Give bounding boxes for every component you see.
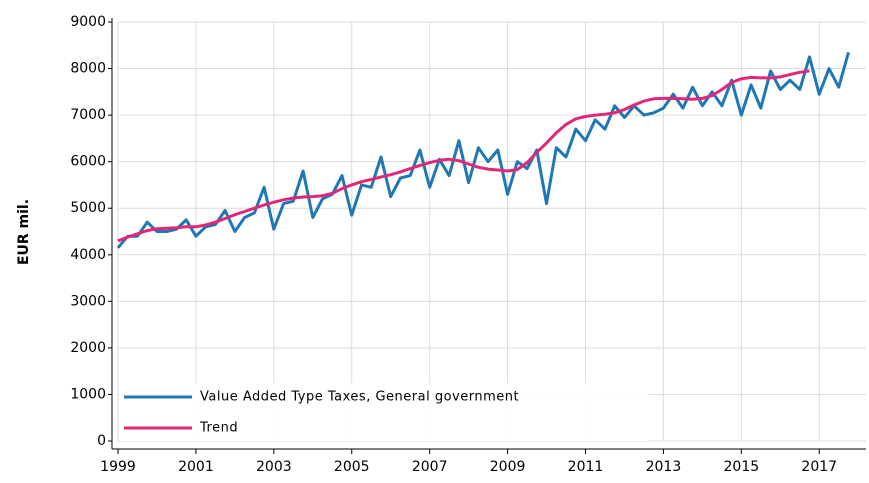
- y-tick-label: 7000: [70, 107, 106, 123]
- series-line: [116, 51, 850, 249]
- y-tick-label: 3000: [70, 293, 106, 309]
- x-tick-label: 2007: [412, 459, 448, 475]
- x-tick-label: 2015: [724, 459, 760, 475]
- legend-label: Value Added Type Taxes, General governme…: [200, 390, 519, 405]
- legend-box: [120, 383, 648, 441]
- y-tick-label: 8000: [70, 61, 106, 77]
- x-tick-label: 2017: [801, 459, 837, 475]
- x-tick-label: 2003: [256, 459, 292, 475]
- y-tick-label: 2000: [70, 340, 106, 356]
- legend-label: Trend: [199, 421, 238, 436]
- y-axis-label: EUR mil.: [16, 199, 32, 265]
- y-tick-label: 4000: [70, 247, 106, 263]
- y-tick-label: 5000: [70, 200, 106, 216]
- y-tick-label: 1000: [70, 386, 106, 402]
- x-tick-label: 2011: [568, 459, 604, 475]
- y-tick-label: 0: [97, 433, 106, 449]
- y-tick-label: 9000: [70, 14, 106, 30]
- x-tick-label: 1999: [100, 459, 136, 475]
- y-tick-label: 6000: [70, 154, 106, 170]
- x-tick-label: 2013: [646, 459, 682, 475]
- x-tick-label: 2009: [490, 459, 526, 475]
- series-line: [117, 69, 810, 243]
- x-tick-label: 2001: [178, 459, 214, 475]
- x-tick-label: 2005: [334, 459, 370, 475]
